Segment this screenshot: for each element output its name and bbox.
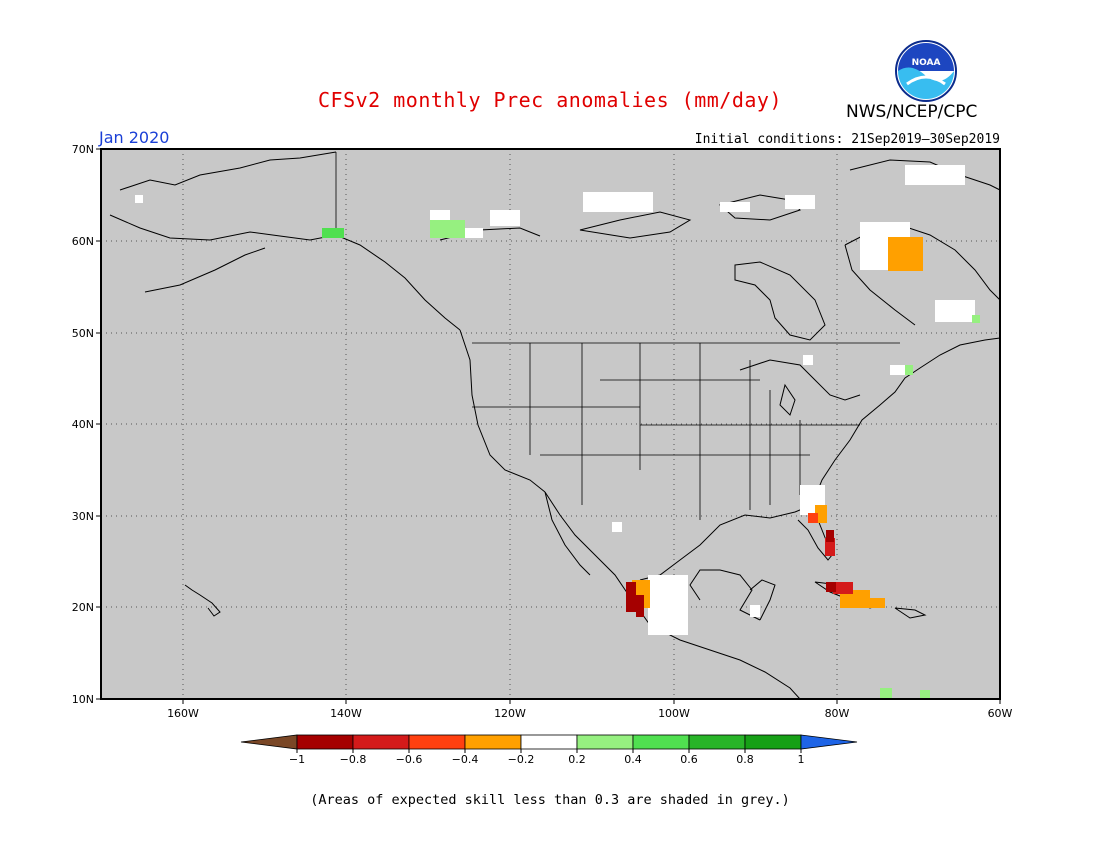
colorbar-label: 0.4 <box>624 753 642 766</box>
lon-label-140w: 140W <box>330 707 362 720</box>
colorbar-label: −0.2 <box>508 753 535 766</box>
colorbar-label: −0.8 <box>340 753 367 766</box>
map-title: CFSv2 monthly Prec anomalies (mm/day) <box>317 88 783 112</box>
initial-conditions: Initial conditions: 21Sep2019–30Sep2019 <box>694 132 1000 147</box>
colorbar-swatch <box>464 734 522 750</box>
lon-label-120w: 120W <box>494 707 526 720</box>
lat-label-20n: 20N <box>72 601 94 614</box>
noaa-logo: NOAA <box>895 40 957 102</box>
lat-label-60n: 60N <box>72 235 94 248</box>
colorbar-swatch <box>352 734 410 750</box>
forecast-month: Jan 2020 <box>99 128 170 147</box>
lon-label-100w: 100W <box>658 707 690 720</box>
lat-label-70n: 70N <box>72 143 94 156</box>
colorbar-swatch <box>576 734 634 750</box>
lat-label-40n: 40N <box>72 418 94 431</box>
colorbar-label: 0.2 <box>568 753 586 766</box>
political-borders <box>472 342 900 520</box>
colorbar-arrow-high <box>800 734 858 750</box>
skill-footnote: (Areas of expected skill less than 0.3 a… <box>310 792 790 808</box>
noaa-logo-text: NOAA <box>912 58 941 68</box>
colorbar-label: −0.4 <box>452 753 479 766</box>
colorbar-label: 1 <box>798 753 805 766</box>
colorbar-arrow-low <box>240 734 298 750</box>
organization-label: NWS/NCEP/CPC <box>846 102 978 122</box>
colorbar-swatch <box>688 734 746 750</box>
anomaly-cells <box>135 165 980 698</box>
lat-label-10n: 10N <box>72 693 94 706</box>
colorbar-label: 0.8 <box>736 753 754 766</box>
lon-label-80w: 80W <box>825 707 850 720</box>
colorbar-swatch <box>296 734 354 750</box>
colorbar-label: −1 <box>289 753 305 766</box>
lat-label-30n: 30N <box>72 510 94 523</box>
colorbar-swatch <box>520 734 578 750</box>
lon-label-160w: 160W <box>167 707 199 720</box>
colorbar-labels: −1 −0.8 −0.6 −0.4 −0.2 0.2 0.4 0.6 0.8 1 <box>289 753 805 766</box>
graticule <box>101 149 1000 699</box>
colorbar-swatches <box>240 734 858 753</box>
colorbar-label: 0.6 <box>680 753 698 766</box>
lat-label-50n: 50N <box>72 327 94 340</box>
colorbar-swatch <box>632 734 690 750</box>
colorbar-label: −0.6 <box>396 753 423 766</box>
lon-label-60w: 60W <box>988 707 1013 720</box>
colorbar-swatch <box>744 734 802 750</box>
colorbar-swatch <box>408 734 466 750</box>
